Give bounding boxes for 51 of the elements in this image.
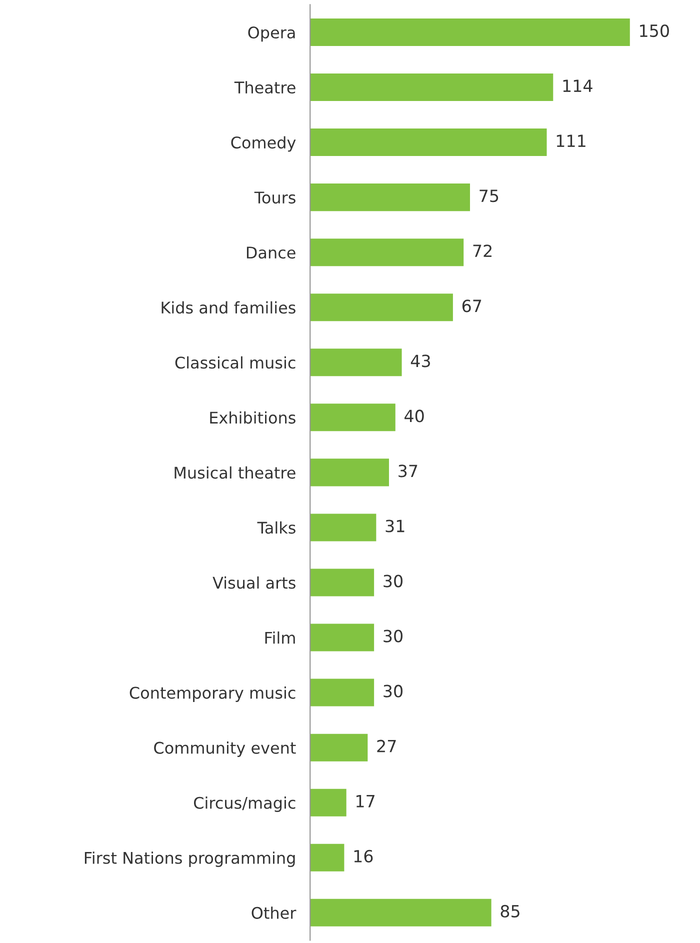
bar	[310, 348, 402, 376]
y-tick-label: First Nations programming	[84, 852, 295, 868]
y-tick-label: Visual arts	[212, 576, 296, 589]
y-tick-label: Comedy	[231, 136, 296, 152]
data-label: 30	[384, 630, 402, 642]
data-label: 40	[404, 410, 424, 422]
bar	[310, 458, 389, 486]
bar	[310, 568, 374, 596]
y-tick-label: Exhibitions	[210, 411, 296, 424]
y-tick-label: Tours	[254, 192, 296, 204]
data-label: 37	[398, 464, 418, 478]
y-tick-label: Opera	[248, 26, 295, 42]
bar	[310, 404, 396, 432]
y-tick-label: Theatre	[234, 81, 296, 94]
data-label: 43	[410, 354, 430, 368]
y-tick-label: Circus/magic	[194, 796, 296, 812]
bar	[310, 128, 547, 156]
y-tick-label: Kids and families	[162, 301, 296, 314]
data-label: 114	[563, 80, 592, 92]
y-tick-label: Community event	[154, 742, 296, 757]
bar	[310, 514, 376, 542]
y-tick-label: Other	[252, 906, 296, 919]
bar	[310, 18, 630, 46]
data-label: 85	[500, 904, 520, 918]
data-label: 17	[356, 795, 374, 808]
bar	[310, 184, 470, 212]
y-tick-label: Talks	[257, 521, 296, 534]
bar	[310, 898, 492, 926]
bar	[310, 734, 368, 762]
data-label: 67	[462, 300, 482, 312]
bar	[310, 74, 554, 102]
bar	[310, 678, 374, 706]
bar	[310, 844, 344, 872]
bar	[310, 624, 374, 652]
bar	[310, 238, 464, 266]
data-label: 30	[384, 574, 402, 588]
data-label: 16	[354, 850, 373, 862]
y-tick-label: Dance	[246, 246, 296, 259]
data-label: 27	[377, 740, 396, 752]
data-label: 111	[556, 134, 586, 147]
data-label: 75	[480, 190, 498, 202]
data-label: 72	[473, 244, 492, 257]
y-tick-label: Contemporary music	[130, 686, 296, 702]
data-label: 30	[384, 684, 402, 698]
bar	[310, 294, 453, 322]
y-tick-label: Musical theatre	[174, 466, 296, 479]
y-tick-label: Film	[265, 631, 295, 644]
data-label: 150	[640, 24, 669, 38]
bar	[310, 788, 346, 816]
data-label: 31	[386, 520, 404, 532]
y-tick-label: Classical music	[175, 356, 296, 369]
